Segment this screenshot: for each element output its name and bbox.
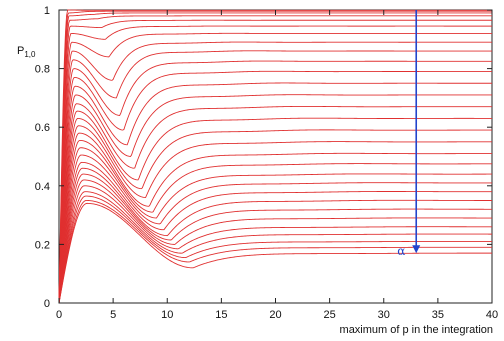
series-line bbox=[58, 32, 492, 304]
x-tick-label: 25 bbox=[324, 309, 336, 321]
y-tick-label: 0 bbox=[44, 298, 50, 310]
y-axis-ticks: 0 0.2 0.4 0.6 0.8 1 bbox=[35, 5, 492, 310]
x-tick-label: 30 bbox=[378, 309, 390, 321]
series-line bbox=[58, 132, 492, 304]
series-line bbox=[58, 60, 492, 304]
series-line bbox=[58, 110, 492, 304]
plot-frame bbox=[58, 9, 493, 304]
series-line bbox=[58, 41, 492, 304]
series-line bbox=[58, 202, 492, 304]
series-line bbox=[58, 10, 492, 304]
x-axis-ticks: 0 5 10 15 20 25 30 35 40 bbox=[56, 10, 498, 321]
series-line bbox=[58, 94, 492, 304]
series-line bbox=[58, 125, 492, 304]
x-tick-label: 35 bbox=[432, 309, 444, 321]
series-line bbox=[58, 161, 492, 304]
y-tick-label: 0.2 bbox=[35, 239, 50, 251]
series-line bbox=[58, 139, 492, 304]
alpha-arrow-head bbox=[412, 245, 421, 254]
x-axis-label: maximum of p in the integration bbox=[340, 324, 493, 336]
y-tick-label: 1 bbox=[44, 5, 50, 17]
series-line bbox=[58, 200, 492, 304]
series-line bbox=[58, 154, 493, 304]
series-line bbox=[58, 173, 492, 304]
series-line bbox=[58, 195, 492, 304]
series-line bbox=[58, 70, 492, 304]
y-tick-label: 0.6 bbox=[35, 122, 50, 134]
curve-group bbox=[58, 9, 493, 304]
y-axis-label-subscript: 1,0 bbox=[24, 50, 36, 59]
x-tick-label: 0 bbox=[56, 309, 62, 321]
x-tick-label: 40 bbox=[486, 309, 498, 321]
series-line bbox=[58, 9, 492, 304]
series-line bbox=[58, 25, 492, 304]
series-line bbox=[58, 82, 492, 304]
series-line bbox=[58, 191, 492, 304]
alpha-label: α bbox=[397, 244, 405, 258]
series-line bbox=[58, 15, 492, 304]
y-tick-label: 0.4 bbox=[35, 181, 50, 193]
series-line bbox=[58, 103, 492, 304]
y-tick-label: 0.8 bbox=[35, 64, 50, 76]
y-axis-label: P1,0 bbox=[17, 45, 36, 59]
series-line bbox=[58, 19, 492, 304]
series-line bbox=[58, 12, 492, 304]
x-tick-label: 5 bbox=[110, 309, 116, 321]
series-line bbox=[58, 50, 492, 304]
series-line bbox=[58, 185, 492, 304]
series-line bbox=[58, 167, 492, 304]
series-line bbox=[58, 179, 493, 304]
x-tick-label: 15 bbox=[215, 309, 227, 321]
x-tick-label: 20 bbox=[269, 309, 281, 321]
series-line bbox=[58, 147, 492, 304]
x-tick-label: 10 bbox=[161, 309, 173, 321]
y-axis-label-main: P bbox=[17, 45, 24, 57]
series-line bbox=[58, 117, 492, 304]
